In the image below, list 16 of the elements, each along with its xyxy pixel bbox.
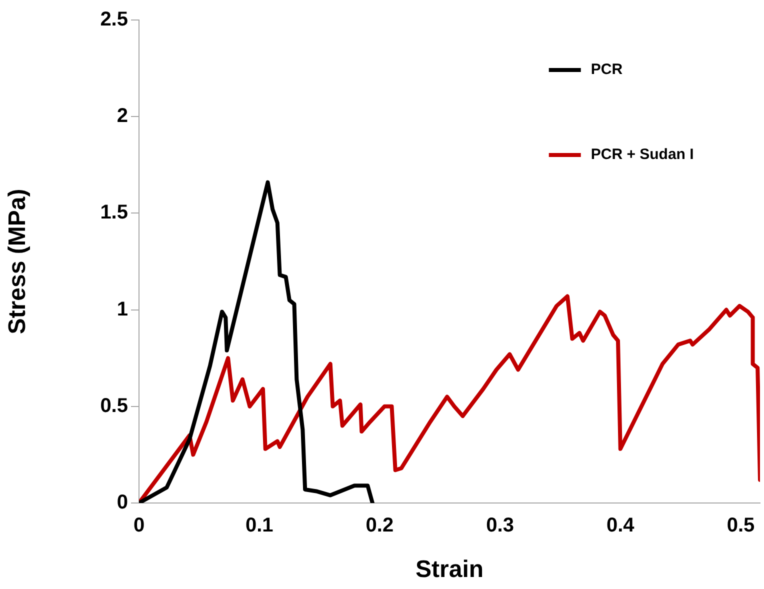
x-tick-label: 0.5 xyxy=(726,514,755,537)
y-tick-label: 1.5 xyxy=(100,202,128,224)
y-tick-label: 1 xyxy=(116,298,128,320)
legend-label: PCR + Sudan I xyxy=(590,146,694,164)
y-tick-label: 2 xyxy=(116,105,128,128)
y-tick-label: 0.5 xyxy=(100,394,128,417)
x-tick-label: 0.2 xyxy=(366,514,394,537)
x-axis-title: Strain xyxy=(415,556,484,584)
y-tick-label: 0 xyxy=(116,492,128,514)
y-tick-label: 2.5 xyxy=(100,8,128,31)
legend-label: PCR xyxy=(590,61,623,78)
y-axis-title: Stress (MPa) xyxy=(4,188,32,334)
x-tick-label: 0.1 xyxy=(245,514,274,537)
x-tick-label: 0.4 xyxy=(606,514,636,537)
x-tick-label: 0 xyxy=(133,514,145,537)
x-tick-label: 0.3 xyxy=(486,514,514,537)
